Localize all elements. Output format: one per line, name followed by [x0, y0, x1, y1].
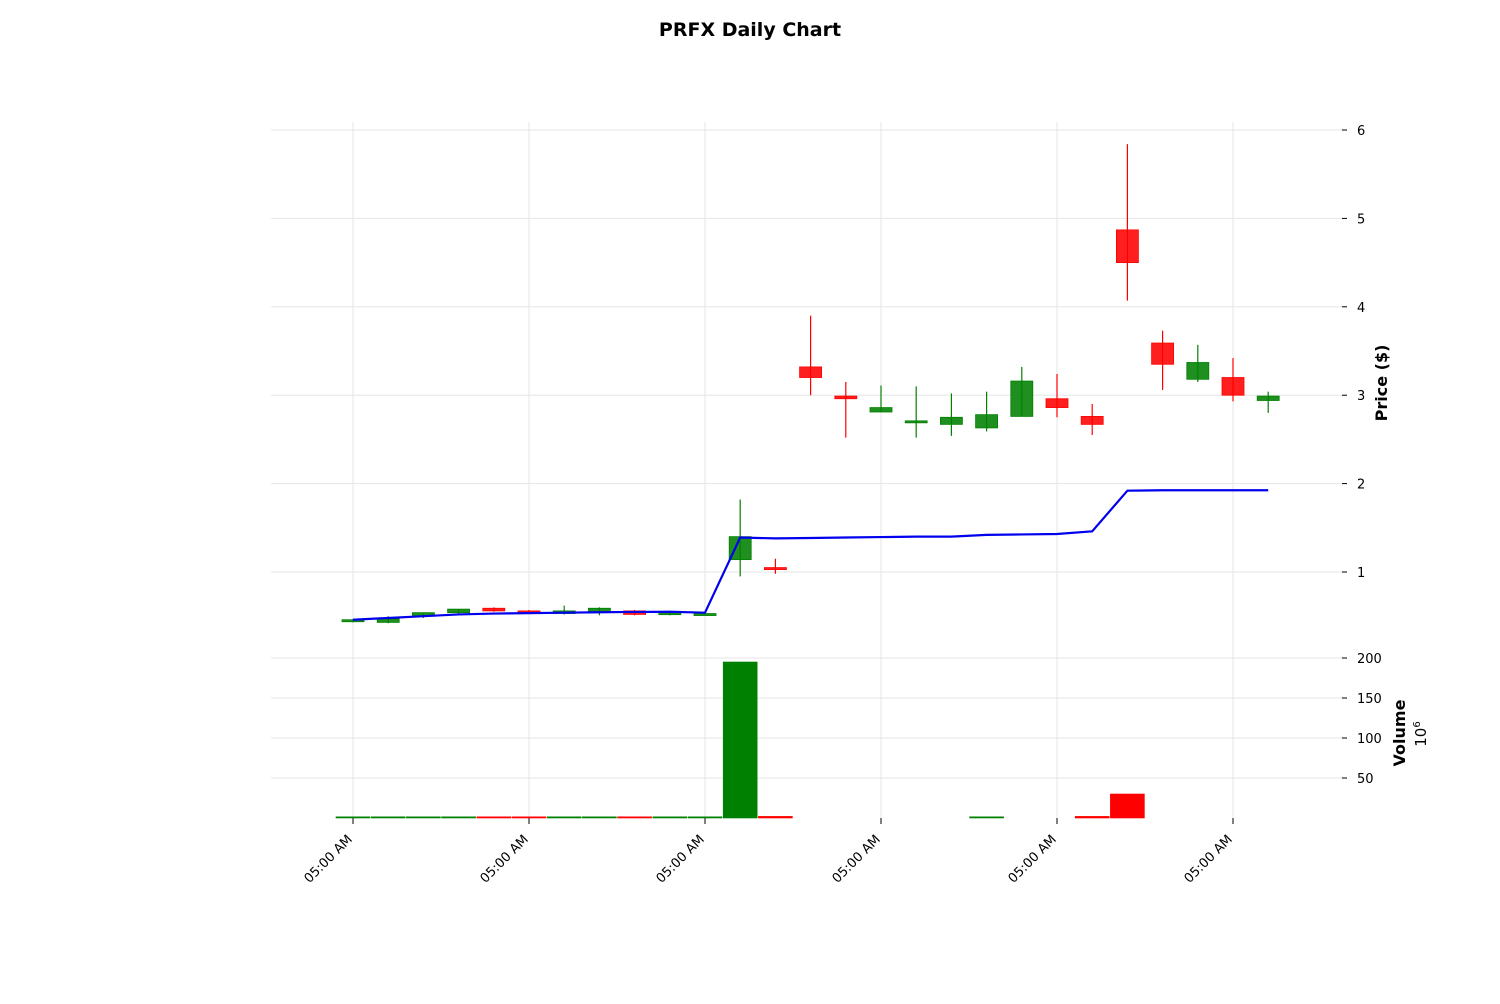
price-tick-label: 6: [1357, 124, 1365, 139]
price-tick-label: 4: [1357, 301, 1365, 316]
candle-body: [447, 608, 471, 614]
volume-bar: [758, 816, 793, 819]
volume-bars: [335, 661, 1145, 819]
volume-y-axis: 50 100 150 200: [1342, 652, 1382, 787]
candle: [1151, 330, 1174, 390]
candle: [1221, 358, 1245, 402]
chart-title: PRFX Daily Chart: [659, 19, 841, 41]
candle-body: [1116, 229, 1139, 263]
price-axis-label: Price ($): [1372, 345, 1391, 422]
volume-bar: [722, 661, 758, 819]
candle-body: [693, 613, 717, 616]
candle: [799, 315, 822, 396]
candle-body: [940, 416, 963, 425]
candle-body: [904, 420, 928, 424]
volume-bar: [582, 816, 617, 819]
volume-bar: [652, 816, 688, 819]
candle: [834, 381, 858, 438]
candle-body: [834, 395, 858, 400]
x-axis: 05:00 AM 05:00 AM 05:00 AM 05:00 AM 05:00 AM…: [302, 818, 1236, 886]
price-tick-label: 3: [1357, 389, 1365, 404]
volume-bar: [370, 816, 406, 819]
price-tick-label: 1: [1357, 566, 1365, 581]
candle: [975, 391, 998, 432]
candle-body: [1080, 416, 1104, 425]
x-tick-label: 05:00 AM: [478, 832, 532, 886]
candle-body: [975, 414, 998, 429]
candle: [1186, 344, 1210, 382]
volume-bar: [476, 816, 512, 819]
candle-body: [764, 567, 787, 570]
candle: [940, 393, 963, 436]
candle: [1080, 404, 1104, 435]
candle: [1010, 366, 1034, 417]
volume-scale-label: 106: [1412, 721, 1430, 746]
volume-bar: [335, 816, 371, 819]
candle: [1116, 144, 1139, 301]
candle-body: [1256, 395, 1280, 401]
volume-bar: [969, 816, 1004, 819]
candle: [482, 607, 506, 612]
candle-body: [869, 407, 893, 413]
candle-body: [1221, 377, 1245, 396]
candle: [1045, 373, 1069, 418]
volume-tick-label: 200: [1357, 652, 1382, 667]
volume-scale-exponent: 6: [1412, 721, 1423, 727]
volume-bar: [406, 816, 441, 819]
volume-tick-label: 100: [1357, 732, 1382, 747]
volume-gridlines: [271, 646, 1342, 818]
volume-axis-label: Volume: [1390, 699, 1409, 766]
volume-scale-base: 10: [1412, 728, 1430, 747]
volume-bar: [687, 816, 723, 819]
x-tick-label: 05:00 AM: [302, 832, 356, 886]
volume-bar: [546, 816, 582, 819]
x-tick-label: 05:00 AM: [654, 832, 708, 886]
price-gridlines: [271, 122, 1342, 652]
candle: [869, 385, 893, 413]
volume-bar: [511, 816, 547, 819]
volume-bar: [1110, 793, 1145, 819]
price-y-axis: 1 2 3 4 5 6: [1342, 124, 1365, 581]
volume-bar: [617, 816, 652, 819]
candles: [341, 144, 1280, 624]
candle-body: [1186, 362, 1210, 380]
x-tick-label: 05:00 AM: [1182, 832, 1236, 886]
candle-body: [799, 366, 822, 378]
candle: [1256, 391, 1280, 413]
volume-bar: [441, 816, 476, 819]
volume-tick-label: 50: [1357, 772, 1374, 787]
candle-body: [1151, 342, 1174, 365]
x-tick-label: 05:00 AM: [830, 832, 884, 886]
volume-tick-label: 150: [1357, 692, 1382, 707]
candle-body: [1010, 380, 1034, 417]
candle-body: [1045, 398, 1069, 408]
overlay-line: [352, 489, 1269, 621]
candle-body: [482, 607, 506, 612]
price-tick-label: 5: [1357, 212, 1365, 227]
x-tick-label: 05:00 AM: [1006, 832, 1060, 886]
candle: [904, 386, 928, 438]
volume-bar: [1074, 816, 1110, 819]
candle: [764, 558, 787, 574]
price-tick-label: 2: [1357, 478, 1365, 493]
